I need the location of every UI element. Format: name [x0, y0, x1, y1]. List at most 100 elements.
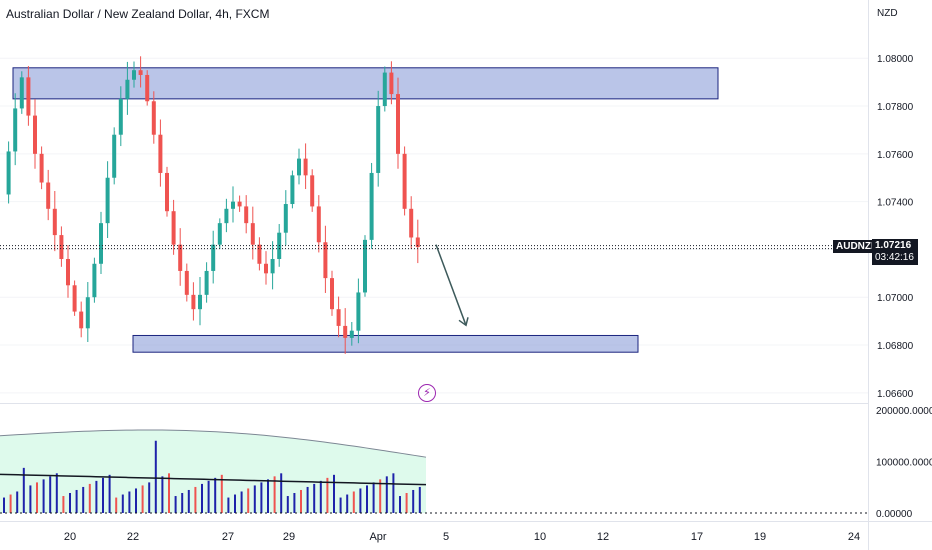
volume-bar	[108, 474, 111, 513]
volume-bar	[326, 477, 329, 513]
time-tick-label: 27	[222, 531, 234, 543]
candle-body	[79, 311, 84, 329]
chart-title: Australian Dollar / New Zealand Dollar, …	[6, 7, 270, 21]
candle-body	[204, 270, 209, 295]
candle-body	[303, 158, 308, 176]
candle-body	[158, 134, 163, 173]
volume-bar	[418, 486, 421, 513]
candle-body	[310, 175, 315, 207]
candle-body	[39, 153, 44, 183]
ticker-badge: AUDNZD	[833, 240, 882, 253]
candle-body	[66, 258, 70, 286]
volume-bar	[121, 494, 124, 513]
volume-bar	[280, 473, 283, 513]
volume-bar	[247, 488, 250, 513]
volume-bar	[267, 479, 269, 513]
projection-arrow	[435, 244, 467, 326]
volume-bar	[385, 476, 388, 513]
candle-body	[72, 285, 77, 312]
volume-bar	[115, 497, 118, 513]
volume-bar	[227, 497, 230, 513]
volume-bar	[293, 493, 296, 513]
candle-body	[349, 330, 354, 338]
price-tick-label: 1.06600	[877, 389, 914, 400]
candle-body	[184, 270, 189, 295]
time-tick-label: 17	[691, 531, 703, 543]
resistance-zone	[12, 67, 719, 100]
candle-body	[389, 72, 394, 95]
candle-body	[316, 206, 321, 243]
candle-body	[211, 244, 216, 271]
volume-bar	[69, 493, 71, 513]
volume-bar	[399, 496, 401, 513]
candle-body	[363, 239, 367, 293]
volume-bar	[346, 494, 349, 513]
volume-bar	[3, 497, 5, 513]
volume-tick-label: 200000.00000	[876, 406, 932, 417]
lightning-icon[interactable]: ⚡︎	[418, 384, 436, 402]
candle-body	[92, 263, 97, 298]
time-tick-label: 24	[848, 531, 860, 543]
volume-bar	[220, 474, 223, 513]
volume-bar	[273, 476, 276, 513]
volume-bar	[174, 496, 177, 513]
volume-bar	[339, 497, 342, 513]
time-tick-label: 12	[597, 531, 609, 543]
volume-ma-line	[0, 429, 427, 458]
candle-body	[19, 77, 24, 109]
price-tick-label: 1.08000	[877, 54, 914, 65]
volume-bar	[286, 496, 289, 513]
candle-body	[290, 175, 295, 205]
volume-bar	[306, 486, 309, 513]
candle-body	[415, 237, 420, 248]
volume-bar	[194, 486, 197, 513]
volume-bar	[379, 479, 382, 513]
volume-bar	[154, 440, 157, 513]
volume-bar	[88, 483, 91, 513]
candle-body	[323, 242, 328, 279]
volume-bar	[300, 489, 302, 513]
candle-body	[112, 134, 117, 178]
volume-bar	[16, 491, 19, 513]
candle-body	[178, 244, 183, 271]
candle-body	[409, 208, 414, 238]
candle-body	[356, 292, 361, 331]
candle-body	[191, 294, 196, 310]
candle-body	[343, 325, 348, 338]
time-tick-label: Apr	[369, 531, 386, 543]
candle-body	[198, 294, 202, 310]
volume-bar	[42, 479, 45, 513]
candle-body	[250, 223, 255, 245]
support-zone	[132, 334, 639, 353]
volume-bar	[29, 485, 32, 513]
candle-body	[59, 235, 64, 259]
candle-body	[217, 223, 222, 245]
candle-body	[6, 151, 11, 195]
candle-body	[382, 72, 387, 107]
volume-bar	[22, 467, 25, 513]
candle-body	[237, 201, 242, 207]
currency-label: NZD	[877, 8, 898, 19]
time-tick-label: 29	[283, 531, 295, 543]
volume-bar	[9, 494, 12, 513]
volume-bar	[181, 493, 184, 513]
volume-bar	[148, 482, 151, 513]
volume-bar	[161, 476, 164, 513]
volume-tick-label: 0.00000	[876, 509, 913, 520]
candle-body	[99, 223, 103, 264]
volume-ma-area	[0, 429, 426, 513]
volume-bar	[187, 489, 190, 513]
candle-body	[105, 177, 110, 224]
volume-bar	[102, 477, 104, 513]
volume-average-line	[0, 473, 427, 486]
volume-bar	[392, 473, 395, 513]
candle-body	[145, 74, 150, 102]
volume-bar	[55, 473, 58, 513]
volume-bar	[214, 477, 217, 513]
time-tick-label: 10	[534, 531, 546, 543]
volume-bar	[168, 473, 170, 513]
volume-bar	[260, 482, 263, 513]
candle-body	[369, 172, 374, 240]
candle-body	[336, 309, 341, 326]
